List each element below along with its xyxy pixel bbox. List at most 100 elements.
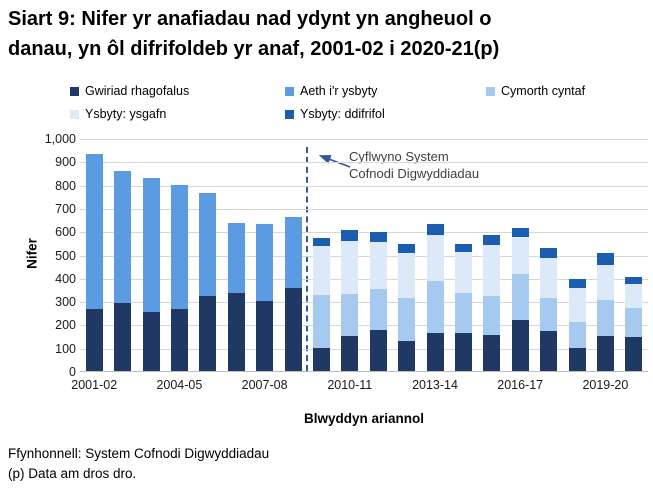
gridline bbox=[80, 302, 648, 304]
x-axis-tick-labels: 2001-02 2004-05 2007-08 2010-11 2013-14 2016-… bbox=[71, 378, 648, 396]
bar-segment bbox=[199, 296, 217, 371]
footer: Ffynhonnell: System Cofnodi Digwyddiadau… bbox=[8, 444, 269, 484]
bar-segment bbox=[369, 241, 387, 290]
bar-segment bbox=[540, 247, 558, 258]
y-tick-label: 900 bbox=[55, 155, 76, 170]
bar-segment bbox=[341, 230, 359, 241]
gridline bbox=[80, 208, 648, 210]
legend-item: Cymorth cyntaf bbox=[486, 84, 635, 98]
legend-label: Ysbyty: ddifrifol bbox=[300, 107, 385, 121]
bar-segment bbox=[511, 237, 529, 275]
bar-segment bbox=[312, 238, 330, 247]
bar-segment bbox=[142, 311, 160, 371]
y-tick-label: 300 bbox=[55, 295, 76, 310]
bar-segment bbox=[341, 240, 359, 295]
bar-segment bbox=[454, 252, 472, 293]
bar-segment bbox=[284, 217, 302, 289]
y-tick-label: 600 bbox=[55, 225, 76, 240]
bar-segment bbox=[85, 154, 103, 310]
annotation-line1: Cyflwyno System bbox=[349, 149, 449, 164]
bar-segment bbox=[312, 246, 330, 296]
bar-segment bbox=[483, 296, 501, 335]
bar-segment bbox=[369, 232, 387, 242]
bar-segment bbox=[596, 336, 614, 371]
bar-segment bbox=[596, 265, 614, 300]
annotation-line2: Cofnodi Digwyddiadau bbox=[349, 165, 480, 181]
legend-item: Aeth i'r ysbyty bbox=[285, 84, 486, 98]
bar-segment bbox=[483, 334, 501, 371]
bar-segment bbox=[341, 294, 359, 337]
bar-segment bbox=[540, 331, 558, 371]
legend-swatch-icon bbox=[285, 86, 294, 96]
source-text: Ffynhonnell: System Cofnodi Digwyddiadau bbox=[8, 446, 270, 461]
y-tick-label: 200 bbox=[55, 318, 76, 333]
x-tick-label: 2013-14 bbox=[412, 378, 458, 392]
bar-segment bbox=[114, 170, 132, 304]
bar-segment bbox=[568, 288, 586, 323]
bar-segment bbox=[511, 227, 529, 238]
legend-item: Ysbyty: ddifrifol bbox=[285, 107, 486, 121]
legend-label: Ysbyty: ysgafn bbox=[85, 107, 167, 121]
bar-segment bbox=[426, 234, 444, 282]
bar-segment bbox=[540, 258, 558, 298]
y-axis-tick-labels: 0 100 200 300 400 500 600 700 800 900 1,000 bbox=[0, 0, 76, 493]
bar-segment bbox=[369, 330, 387, 371]
y-tick-label: 400 bbox=[55, 271, 76, 286]
annotation-text: Cyflwyno System Cofnodi Digwyddiadau bbox=[349, 149, 479, 182]
bar-segment bbox=[312, 295, 330, 348]
bar-segment bbox=[341, 336, 359, 371]
bar-segment bbox=[227, 292, 245, 371]
gridline bbox=[80, 325, 648, 327]
bar-segment bbox=[426, 224, 444, 235]
bar-segment bbox=[568, 347, 586, 371]
legend-label: Aeth i'r ysbyty bbox=[300, 84, 378, 98]
y-tick-label: 500 bbox=[55, 248, 76, 263]
bar-segment bbox=[256, 224, 274, 302]
y-tick-label: 100 bbox=[55, 341, 76, 356]
bar-segment bbox=[454, 292, 472, 333]
bar-segment bbox=[85, 309, 103, 371]
bar-segment bbox=[568, 322, 586, 348]
chart-title: Siart 9: Nifer yr anafiadau nad ydynt yn… bbox=[8, 4, 608, 64]
system-introduction-dashed-line bbox=[306, 147, 309, 371]
bar-segment bbox=[454, 332, 472, 371]
bar-segment bbox=[398, 297, 416, 341]
bar-segment bbox=[227, 223, 245, 293]
legend-swatch-icon bbox=[70, 109, 79, 119]
bar-segment bbox=[568, 278, 586, 289]
bar-segment bbox=[114, 303, 132, 371]
gridline bbox=[80, 348, 648, 350]
gridline bbox=[80, 255, 648, 257]
y-tick-label: 0 bbox=[69, 365, 76, 379]
bar-segment bbox=[625, 283, 643, 309]
bar-segment bbox=[625, 276, 643, 284]
legend-swatch-icon bbox=[285, 109, 294, 119]
legend-item: Gwiriad rhagofalus bbox=[70, 84, 285, 98]
bar-segment bbox=[170, 184, 188, 309]
gridline bbox=[80, 162, 648, 164]
legend-item: Ysbyty: ysgafn bbox=[70, 107, 285, 121]
bar-segment bbox=[596, 253, 614, 265]
x-axis-title: Blwyddyn ariannol bbox=[303, 411, 425, 426]
gridline bbox=[80, 185, 648, 187]
bar-segment bbox=[426, 332, 444, 371]
bar-segment bbox=[398, 244, 416, 254]
x-tick-label: 2001-02 bbox=[71, 378, 118, 392]
bar-segment bbox=[596, 299, 614, 337]
bar-segment bbox=[312, 347, 330, 371]
legend-swatch-icon bbox=[70, 86, 79, 96]
bar-segment bbox=[454, 244, 472, 253]
bar-segment bbox=[256, 301, 274, 371]
y-tick-label: 1,000 bbox=[44, 132, 76, 146]
legend-label: Cymorth cyntaf bbox=[501, 84, 586, 98]
annotation-arrow-icon bbox=[318, 155, 351, 168]
bar-segment bbox=[511, 319, 529, 371]
plot-area: Cyflwyno System Cofnodi Digwyddiadau bbox=[80, 139, 648, 372]
x-tick-label: 2016-17 bbox=[497, 378, 544, 392]
chart-title-line1: Siart 9: Nifer yr anafiadau nad ydynt yn… bbox=[8, 8, 492, 30]
bar-segment bbox=[398, 340, 416, 371]
bar-segment bbox=[199, 192, 217, 297]
bar-segment bbox=[426, 281, 444, 333]
gridline bbox=[80, 278, 648, 280]
bar-segment bbox=[369, 289, 387, 331]
